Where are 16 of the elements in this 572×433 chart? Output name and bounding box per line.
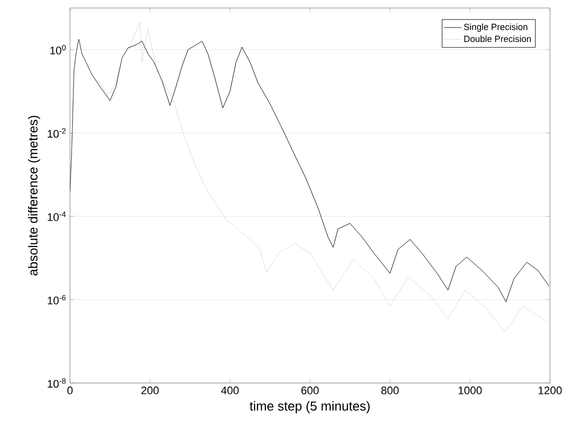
x-tick-label: 1000 (458, 386, 482, 394)
x-tick-label: 800 (381, 386, 399, 394)
legend-label: Double Precision (464, 35, 531, 42)
legend-label: Single Precision (464, 23, 528, 32)
x-tick-label: 600 (301, 386, 319, 394)
x-tick-label: 200 (141, 386, 159, 394)
y-tick-label: 10$^{-8}$ (48, 378, 66, 388)
y-tick-label: 10$^{-2}$ (48, 128, 66, 138)
x-tick-label: 0 (67, 386, 73, 394)
y-tick-label: 10$^{0}$ (50, 44, 66, 54)
x-tick-label: 1200 (538, 386, 562, 394)
y-tick-label: 10$^{-6}$ (48, 294, 66, 304)
y-axis-title: absolute difference (metres) (28, 116, 40, 276)
y-tick-label: 10$^{-4}$ (48, 212, 66, 222)
x-tick-label: 400 (221, 386, 239, 394)
x-axis-title: time step (5 minutes) (250, 401, 370, 414)
